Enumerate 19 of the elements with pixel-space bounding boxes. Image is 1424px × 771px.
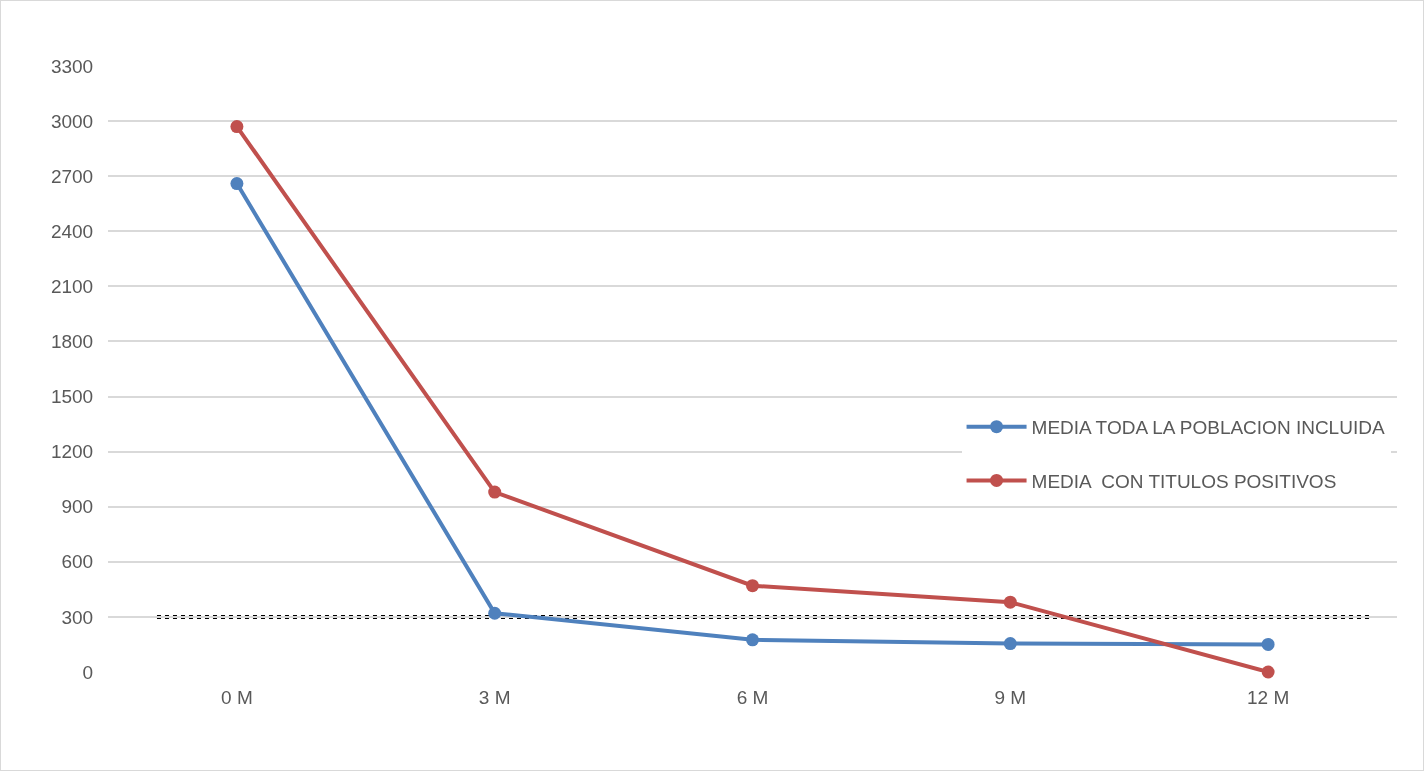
y-tick-label: 3000 xyxy=(50,110,94,132)
y-tick-label: 2100 xyxy=(50,276,94,298)
y-tick-label: 1500 xyxy=(50,386,94,408)
y-tick-label: 0 xyxy=(82,661,94,683)
y-tick-label: 600 xyxy=(61,551,94,573)
y-tick-label: 900 xyxy=(61,496,94,518)
x-tick-label: 12 M xyxy=(1246,686,1290,708)
y-tick-label: 1200 xyxy=(50,441,94,463)
y-tick-label: 2400 xyxy=(50,220,94,242)
y-tick-label: 300 xyxy=(61,606,94,628)
legend-label: MEDIA CON TITULOS POSITIVOS xyxy=(1031,470,1337,492)
x-tick-label: 6 M xyxy=(736,686,769,708)
x-tick-label: 3 M xyxy=(478,686,511,708)
y-tick-label: 2700 xyxy=(50,165,94,187)
y-tick-label: 3300 xyxy=(50,55,94,77)
x-tick-label: 0 M xyxy=(221,686,253,708)
y-tick-label: 1800 xyxy=(50,331,94,353)
x-tick-label: 9 M xyxy=(994,686,1027,708)
legend-label: MEDIA TODA LA POBLACION INCLUIDA xyxy=(1031,417,1385,439)
